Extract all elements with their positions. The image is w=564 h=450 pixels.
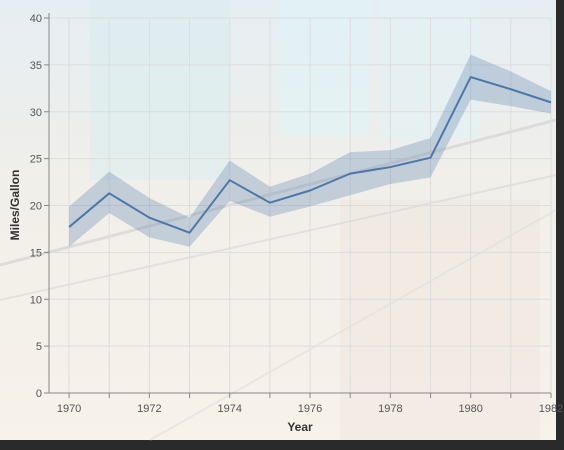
axes xyxy=(44,13,552,398)
x-tick-label: 1978 xyxy=(378,403,402,415)
y-tick-label: 25 xyxy=(30,154,42,166)
x-tick-label: 1976 xyxy=(298,403,322,415)
series-line xyxy=(68,76,552,234)
x-axis-title: Year xyxy=(287,420,313,434)
x-tick-label: 1980 xyxy=(458,403,482,415)
confidence-band xyxy=(69,54,551,247)
y-tick-label: 40 xyxy=(30,13,42,25)
y-tick-label: 35 xyxy=(30,60,42,72)
y-tick-label: 15 xyxy=(30,247,42,259)
background-decoration xyxy=(0,0,557,441)
grid xyxy=(49,17,552,394)
x-tick-label: 1970 xyxy=(57,403,81,415)
y-tick-label: 20 xyxy=(30,201,42,213)
series-line-layer xyxy=(68,76,552,234)
y-tick-label: 0 xyxy=(36,388,42,400)
y-tick-label: 10 xyxy=(30,294,42,306)
y-tick-label: 5 xyxy=(36,341,42,353)
tick-labels: 0 5 10 15 20 25 30 35 40 1970 1972 1974 1976 1978 1980… xyxy=(30,13,563,415)
x-tick-label: 1974 xyxy=(217,403,241,415)
x-tick-label: 1982 xyxy=(539,403,563,415)
y-axis-title: Miles/Gallon xyxy=(8,170,22,241)
y-tick-label: 30 xyxy=(30,107,42,119)
confidence-band-layer xyxy=(69,54,551,247)
x-tick-label: 1972 xyxy=(137,403,161,415)
